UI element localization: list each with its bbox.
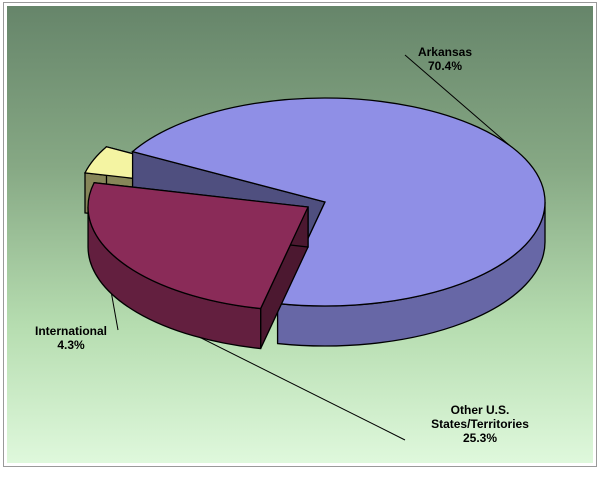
slice-top-other-us [87, 182, 310, 310]
slice-top-arkansas [131, 97, 546, 307]
slice-value-arkansas: 70.4% [427, 59, 463, 73]
slice-label-arkansas: Arkansas 70.4% [400, 45, 490, 73]
pie-slices [83, 97, 546, 350]
slice-label-international: International 4.3% [22, 324, 120, 352]
slice-name-international: International [34, 324, 107, 338]
slice-other-us [87, 181, 310, 350]
slice-label-other-us: Other U.S. States/Territories 25.3% [405, 403, 555, 445]
slice-arkansas [131, 97, 546, 347]
slice-name-arkansas: Arkansas [417, 45, 473, 59]
slice-name-other-us-line1: Other U.S. [450, 403, 510, 417]
slice-value-other-us: 25.3% [462, 431, 498, 445]
slice-name-other-us-line2: States/Territories [431, 417, 529, 431]
slice-value-international: 4.3% [57, 338, 85, 352]
